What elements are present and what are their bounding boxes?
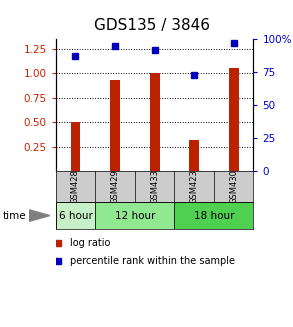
Bar (189, 140, 199, 171)
Text: GSM430: GSM430 (229, 169, 238, 204)
Text: GSM433: GSM433 (150, 169, 159, 204)
Text: percentile rank within the sample: percentile rank within the sample (70, 256, 235, 266)
Bar (229, 68, 239, 171)
Text: GDS135 / 3846: GDS135 / 3846 (94, 18, 210, 33)
Bar (56, 202, 95, 229)
Bar (150, 73, 159, 171)
Text: time: time (3, 211, 27, 221)
Text: 18 hour: 18 hour (194, 211, 234, 221)
Text: GSM428: GSM428 (71, 169, 80, 204)
Polygon shape (29, 210, 50, 221)
Text: 6 hour: 6 hour (59, 211, 92, 221)
Text: GSM423: GSM423 (190, 169, 199, 204)
Text: 12 hour: 12 hour (115, 211, 155, 221)
Bar (95, 202, 174, 229)
Bar (71, 122, 80, 171)
Text: log ratio: log ratio (70, 238, 110, 248)
Bar (174, 202, 253, 229)
Bar (110, 80, 120, 171)
Text: GSM429: GSM429 (110, 169, 120, 204)
